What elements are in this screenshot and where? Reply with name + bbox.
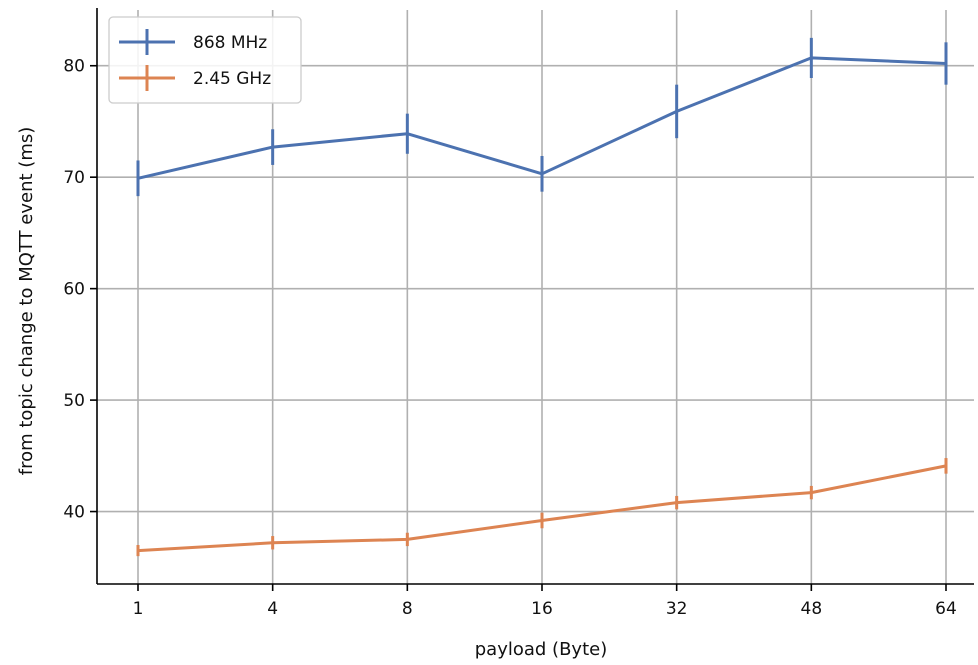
- legend-item: 2.45 GHz: [119, 65, 271, 91]
- y-axis-title: from topic change to MQTT event (ms): [16, 127, 37, 476]
- series-layer: [136, 37, 948, 557]
- y-tick-label: 40: [63, 503, 85, 523]
- x-axis-title: payload (Byte): [475, 639, 607, 660]
- x-tick-label: 48: [801, 599, 823, 619]
- series: [136, 458, 948, 557]
- x-tick-label: 1: [133, 599, 144, 619]
- y-tick-label: 70: [63, 168, 85, 188]
- y-tick-label: 50: [63, 391, 85, 411]
- x-tick-label: 4: [267, 599, 278, 619]
- x-tick-label: 64: [935, 599, 957, 619]
- x-tick-label: 16: [531, 599, 553, 619]
- x-tick-label: 32: [666, 599, 688, 619]
- x-tick-label: 8: [402, 599, 413, 619]
- y-tick-label: 60: [63, 280, 85, 300]
- legend-item: 868 MHz: [119, 29, 267, 55]
- legend: 868 MHz 2.45 GHz: [108, 16, 302, 104]
- legend-box: [108, 16, 302, 104]
- y-tick-label: 80: [63, 57, 85, 77]
- axes: [90, 8, 974, 591]
- series: [136, 37, 948, 197]
- legend-label: 868 MHz: [193, 33, 267, 53]
- legend-label: 2.45 GHz: [193, 69, 271, 89]
